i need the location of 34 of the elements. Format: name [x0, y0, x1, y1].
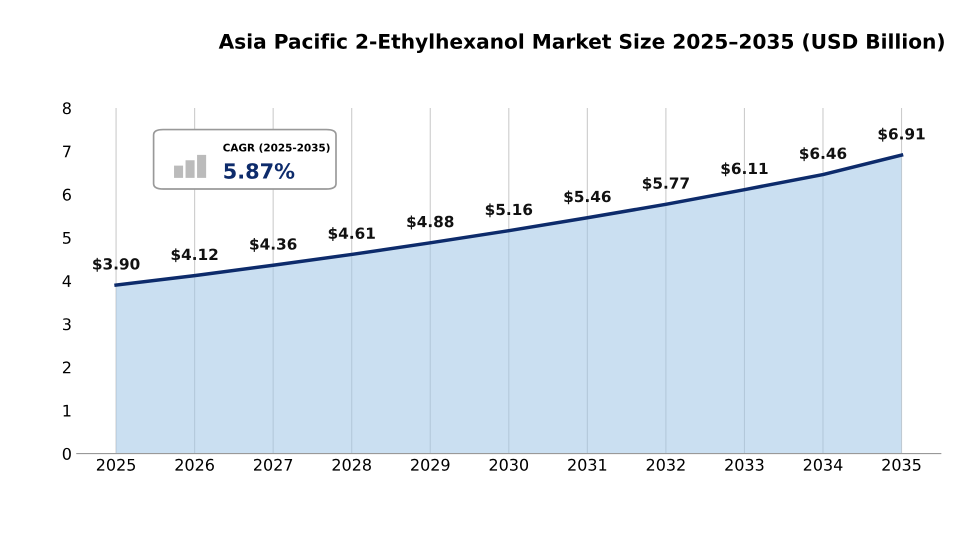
y-tick-label: 3 [62, 318, 71, 330]
data-label: $3.90 [93, 258, 140, 272]
x-tick-label: 2031 [568, 458, 606, 471]
x-tick-label: 2034 [804, 458, 842, 471]
data-label: $6.46 [800, 147, 846, 162]
chart-title: Asia Pacific 2-Ethylhexanol Market Size 2025–2035 (USD Billion) [218, 33, 944, 54]
y-tick-label: 5 [63, 232, 71, 244]
y-tick-label: 4 [62, 275, 72, 287]
data-label: $5.77 [642, 177, 689, 191]
y-tick-label: 7 [63, 146, 71, 158]
data-label: $4.36 [250, 238, 297, 252]
data-label: $6.11 [721, 162, 768, 176]
y-tick-label: 8 [62, 102, 71, 114]
data-label: $6.91 [878, 128, 925, 142]
x-tick-label: 2030 [490, 458, 528, 471]
data-label: $5.16 [486, 203, 532, 218]
data-label: $4.12 [172, 248, 218, 262]
y-tick-label: 2 [62, 361, 70, 374]
y-tick-label: 0 [62, 448, 71, 460]
y-tick-label: 1 [64, 404, 70, 416]
annotation: CAGR (2025-2035) [223, 143, 330, 153]
x-tick-label: 2025 [96, 458, 135, 471]
x-tick-label: 2032 [646, 458, 685, 471]
x-tick-label: 2029 [411, 458, 450, 471]
data-label: $4.61 [328, 227, 375, 242]
x-tick-label: 2035 [882, 458, 920, 471]
x-tick-label: 2033 [725, 458, 764, 471]
x-tick-label: 2026 [175, 458, 214, 471]
annotation: 5.87% [224, 163, 294, 179]
y-tick-label: 6 [62, 188, 71, 201]
x-tick-label: 2027 [254, 458, 292, 471]
x-tick-label: 2028 [332, 458, 371, 471]
data-label: $4.88 [407, 216, 454, 230]
data-label: $5.46 [564, 190, 611, 204]
